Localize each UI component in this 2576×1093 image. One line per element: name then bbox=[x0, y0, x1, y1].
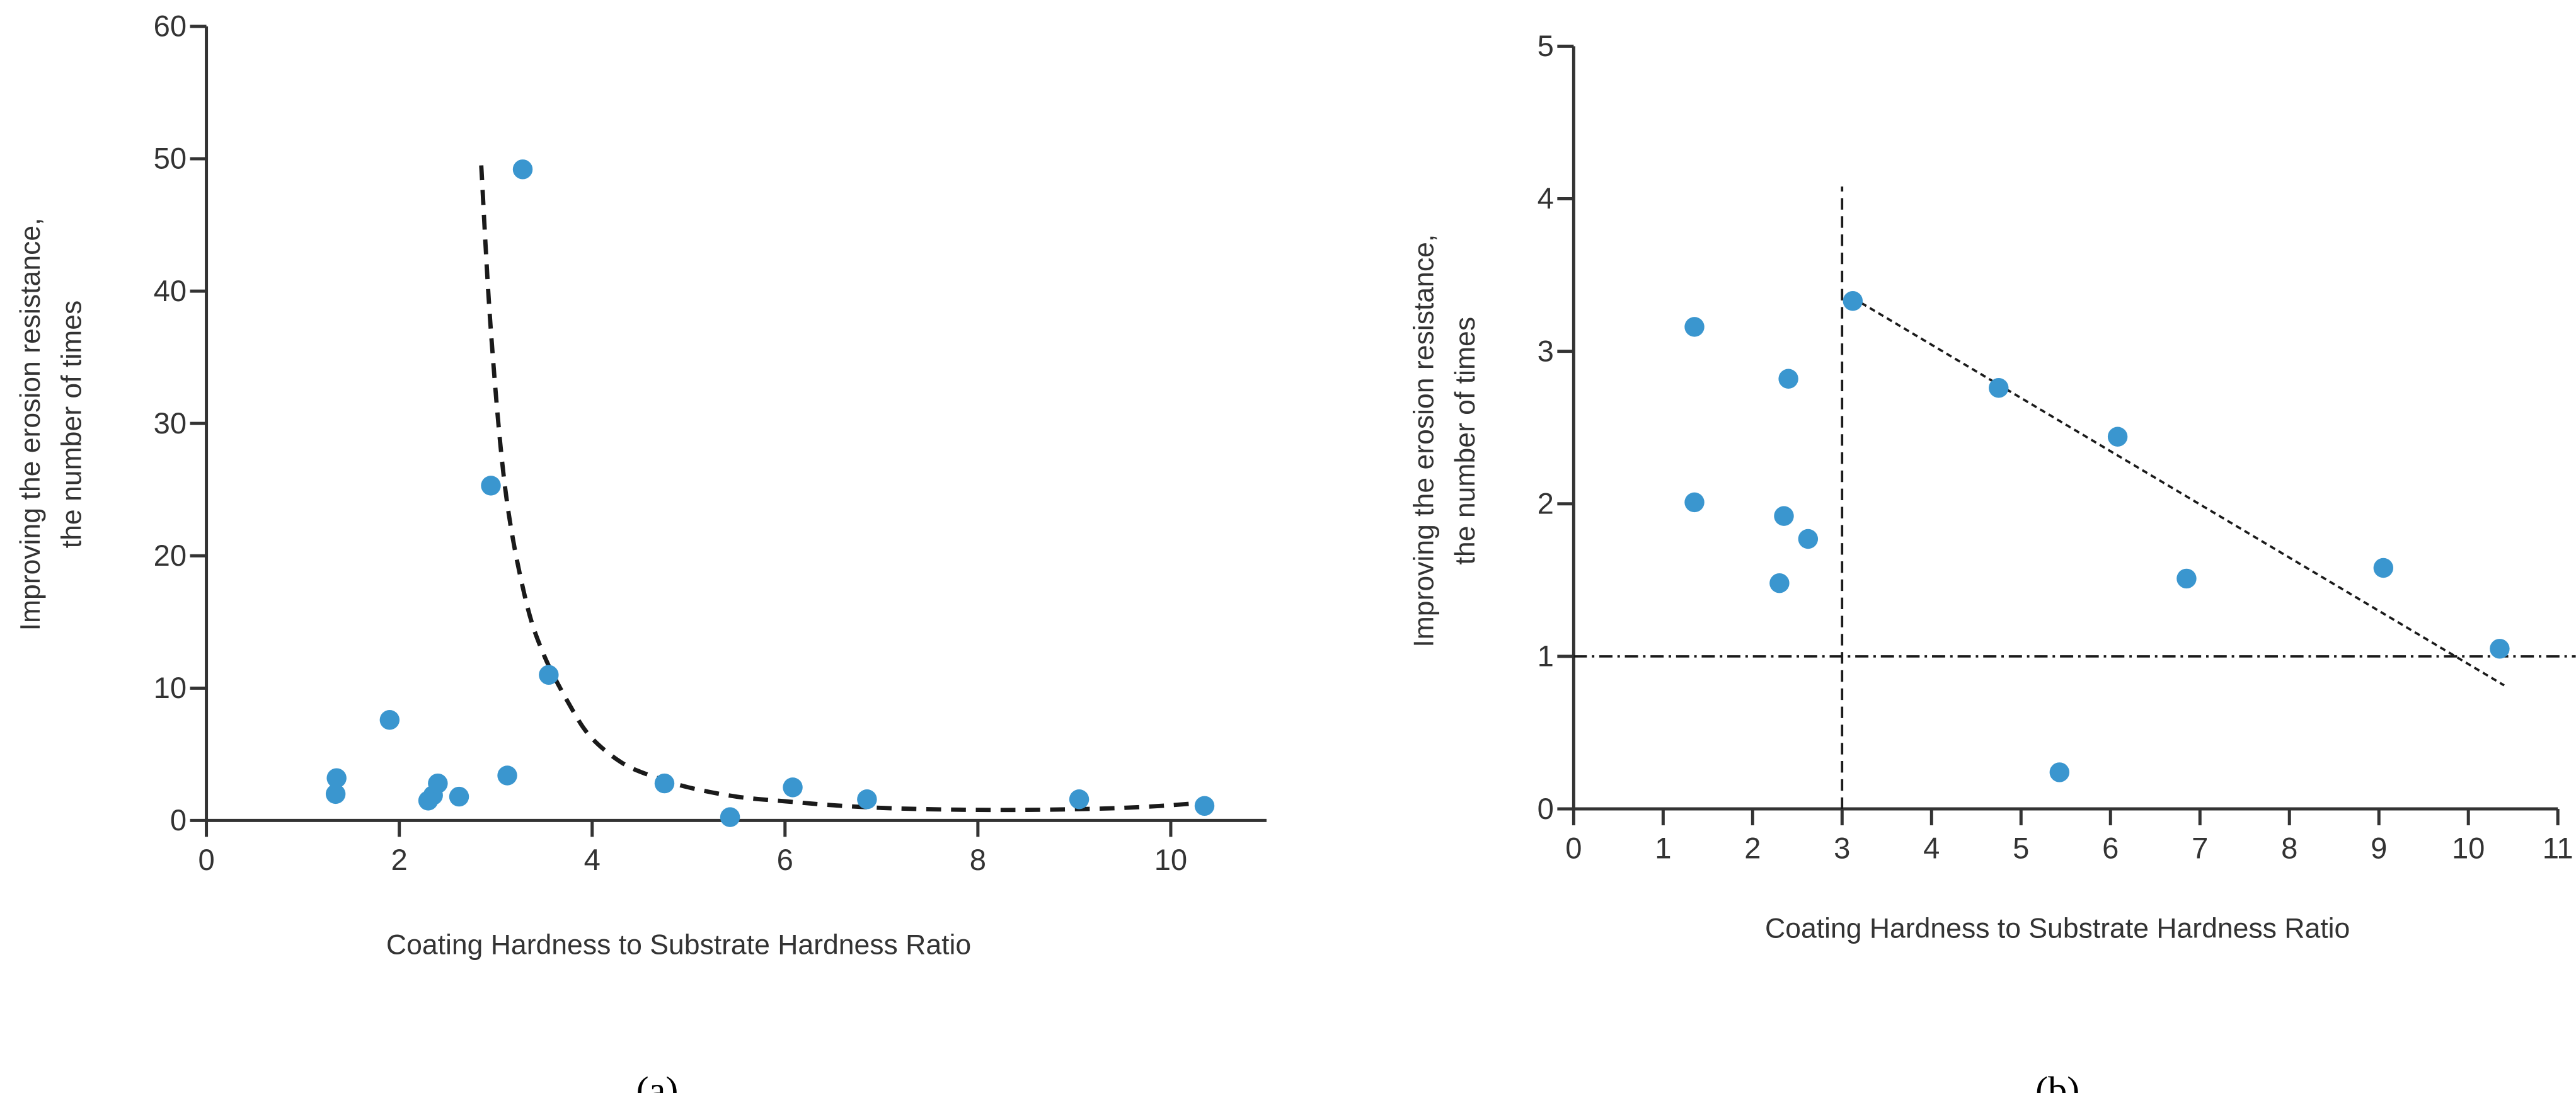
x-axis-title: Coating Hardness to Substrate Hardness R… bbox=[386, 930, 971, 961]
y-axis-title-line-1: Improving the erosion resistance, bbox=[1409, 234, 1440, 648]
panel-label-a: (a) bbox=[636, 1070, 679, 1093]
data-point bbox=[1778, 369, 1798, 389]
x-tick-label: 5 bbox=[2013, 832, 2029, 865]
x-tick-label: 6 bbox=[2102, 832, 2119, 865]
x-tick-label: 6 bbox=[777, 843, 793, 876]
y-tick-label: 2 bbox=[1538, 487, 1554, 520]
data-point bbox=[857, 789, 877, 810]
data-point bbox=[2176, 568, 2197, 589]
x-tick-label: 10 bbox=[2452, 832, 2485, 865]
x-tick-label: 2 bbox=[1744, 832, 1761, 865]
data-point bbox=[654, 773, 675, 794]
data-point bbox=[481, 476, 501, 496]
data-point bbox=[379, 710, 400, 730]
data-point bbox=[1069, 789, 1090, 810]
x-tick-label: 0 bbox=[198, 843, 214, 876]
y-tick-label: 1 bbox=[1538, 639, 1554, 673]
x-tick-label: 8 bbox=[2281, 832, 2297, 865]
x-tick-label: 9 bbox=[2371, 832, 2387, 865]
x-tick-label: 11 bbox=[2543, 832, 2573, 865]
x-tick-label: 1 bbox=[1655, 832, 1671, 865]
data-point bbox=[1774, 506, 1794, 526]
data-point bbox=[326, 768, 347, 788]
data-point bbox=[2107, 426, 2128, 447]
x-axis-ticks: 0 2 4 6 8 10 bbox=[198, 820, 1187, 876]
data-point bbox=[428, 773, 448, 794]
data-point bbox=[325, 784, 346, 804]
y-axis-title-line-2: the number of times bbox=[1450, 317, 1481, 565]
x-tick-label: 8 bbox=[970, 843, 986, 876]
x-tick-label: 10 bbox=[1154, 843, 1187, 876]
y-tick-label: 50 bbox=[154, 142, 187, 175]
x-tick-label: 4 bbox=[584, 843, 601, 876]
data-point bbox=[512, 159, 533, 180]
data-point bbox=[1684, 317, 1705, 337]
trendline bbox=[479, 165, 1210, 813]
y-tick-label: 3 bbox=[1538, 334, 1554, 367]
y-tick-label: 4 bbox=[1538, 181, 1554, 215]
data-points bbox=[325, 159, 1215, 827]
data-points bbox=[1684, 291, 2510, 782]
data-point bbox=[1684, 492, 1705, 513]
data-point bbox=[449, 786, 469, 807]
y-tick-label: 0 bbox=[170, 803, 187, 837]
x-tick-label: 7 bbox=[2192, 832, 2208, 865]
data-point bbox=[497, 765, 517, 786]
data-point bbox=[1843, 291, 1863, 311]
y-tick-label: 10 bbox=[154, 671, 187, 704]
x-axis-ticks: 0 1 2 3 4 5 6 7 8 9 10 11 bbox=[1565, 809, 2573, 865]
data-point bbox=[2049, 762, 2070, 782]
data-point bbox=[720, 807, 740, 827]
y-axis-ticks: 0 1 2 3 4 5 bbox=[1538, 29, 1574, 825]
x-tick-label: 2 bbox=[391, 843, 408, 876]
data-point bbox=[1194, 796, 1215, 816]
x-tick-label: 3 bbox=[1834, 832, 1850, 865]
data-point bbox=[539, 665, 559, 685]
chart-panel-b: 0 1 2 3 4 5 0 1 2 3 4 5 6 7 8 9 10 11 Improving the eros… bbox=[1409, 29, 2576, 1093]
panel-label-b: (b) bbox=[2035, 1070, 2079, 1093]
y-axis-title-line-2: the number of times bbox=[56, 300, 87, 549]
y-tick-label: 60 bbox=[154, 9, 187, 43]
x-tick-label: 4 bbox=[1923, 832, 1940, 865]
chart-panel-a: 0 10 20 30 40 50 60 0 2 4 6 8 10 Improving the eros… bbox=[15, 9, 1267, 1093]
y-tick-label: 40 bbox=[154, 274, 187, 307]
data-point bbox=[1798, 529, 1819, 549]
x-axis-title: Coating Hardness to Substrate Hardness R… bbox=[1765, 913, 2350, 944]
data-point bbox=[783, 777, 803, 798]
data-point bbox=[1989, 378, 2009, 398]
y-axis-ticks: 0 10 20 30 40 50 60 bbox=[154, 9, 207, 837]
y-tick-label: 20 bbox=[154, 539, 187, 572]
data-point bbox=[2373, 558, 2394, 578]
y-tick-label: 5 bbox=[1538, 29, 1554, 62]
y-tick-label: 30 bbox=[154, 406, 187, 440]
data-point bbox=[2490, 639, 2510, 659]
y-axis-title-line-1: Improving the erosion resistance, bbox=[15, 218, 46, 631]
trendline bbox=[1852, 297, 2505, 687]
x-tick-label: 0 bbox=[1565, 832, 1582, 865]
data-point bbox=[1769, 573, 1790, 593]
y-tick-label: 0 bbox=[1538, 792, 1554, 825]
